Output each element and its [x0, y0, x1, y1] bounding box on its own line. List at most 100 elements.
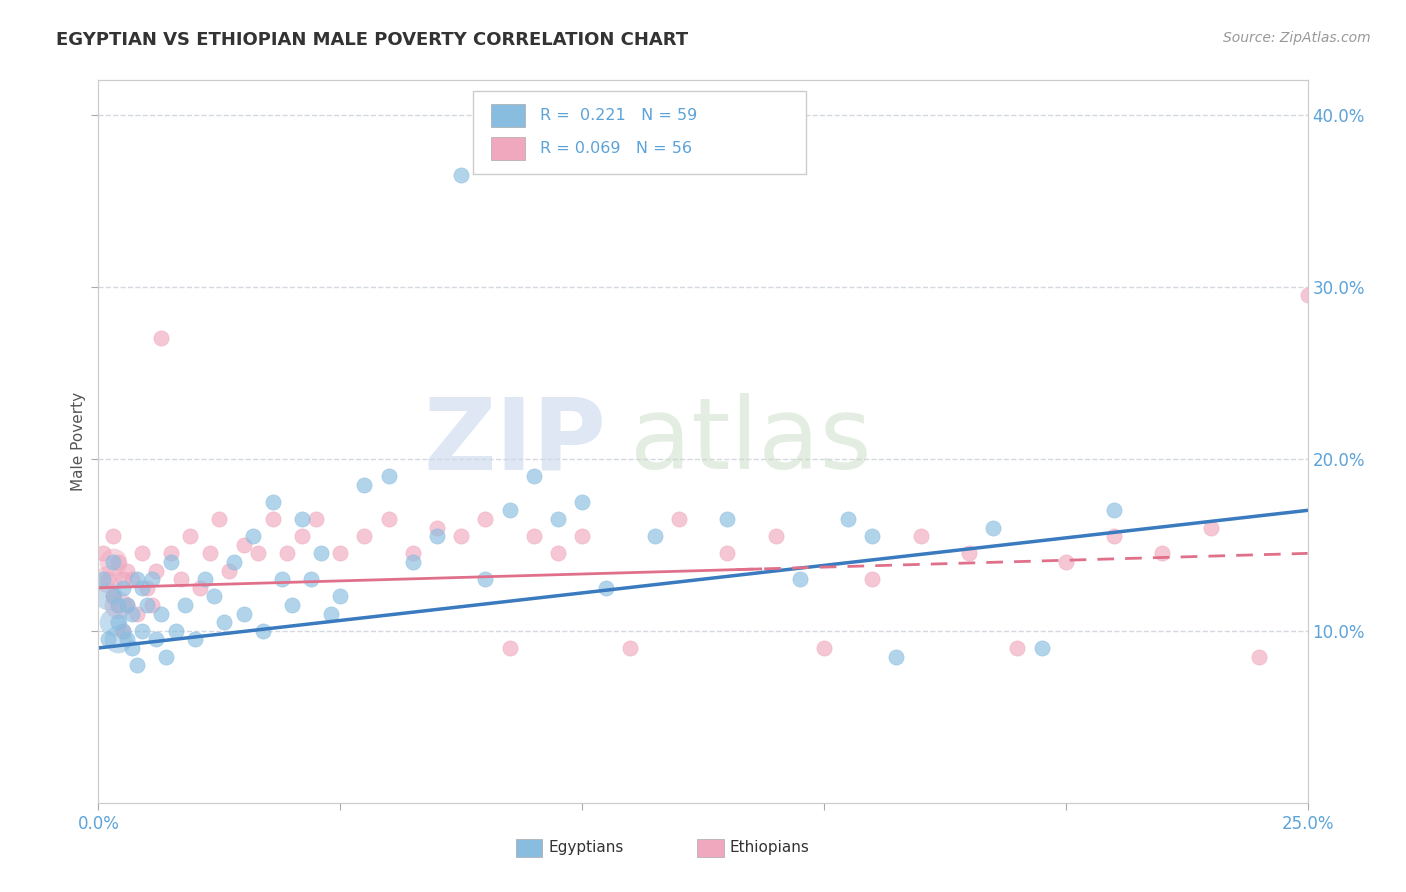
Point: [111, 624, 134, 638]
Point: [91, 572, 114, 586]
Point: [1054, 555, 1077, 569]
Point: [101, 555, 124, 569]
Point: [107, 598, 129, 612]
Point: [1102, 529, 1125, 543]
Point: [155, 649, 177, 664]
Point: [813, 640, 835, 655]
Point: [101, 590, 124, 604]
Point: [131, 581, 153, 595]
Point: [101, 529, 124, 543]
Point: [198, 546, 221, 560]
Point: [716, 546, 738, 560]
Point: [218, 564, 240, 578]
Point: [668, 512, 690, 526]
Point: [765, 529, 787, 543]
Point: [150, 607, 173, 621]
Point: [97, 572, 120, 586]
Point: [127, 572, 149, 586]
Point: [232, 538, 254, 552]
FancyBboxPatch shape: [492, 104, 526, 128]
Point: [402, 546, 425, 560]
Point: [1007, 640, 1029, 655]
Point: [1296, 288, 1319, 302]
Point: [716, 512, 738, 526]
Point: [111, 624, 134, 638]
Y-axis label: Male Poverty: Male Poverty: [70, 392, 86, 491]
Point: [262, 494, 284, 508]
Point: [1102, 503, 1125, 517]
Point: [204, 590, 226, 604]
Point: [1031, 640, 1053, 655]
Point: [141, 598, 163, 612]
Point: [131, 546, 153, 560]
Point: [595, 581, 617, 595]
Point: [837, 512, 859, 526]
Point: [644, 529, 666, 543]
Point: [121, 572, 143, 586]
Point: [97, 572, 120, 586]
Point: [1199, 520, 1222, 534]
Text: Egyptians: Egyptians: [548, 840, 624, 855]
Point: [789, 572, 811, 586]
Point: [329, 546, 352, 560]
Text: Source: ZipAtlas.com: Source: ZipAtlas.com: [1223, 31, 1371, 45]
Point: [377, 512, 399, 526]
Point: [305, 512, 328, 526]
Point: [426, 529, 449, 543]
Point: [860, 572, 883, 586]
Point: [450, 168, 472, 182]
Point: [117, 598, 139, 612]
Point: [886, 649, 908, 664]
Point: [145, 564, 167, 578]
Text: Ethiopians: Ethiopians: [730, 840, 810, 855]
Point: [169, 572, 191, 586]
Point: [184, 632, 207, 647]
Point: [910, 529, 932, 543]
Point: [329, 590, 352, 604]
Point: [377, 469, 399, 483]
Point: [232, 607, 254, 621]
Point: [222, 555, 245, 569]
Point: [299, 572, 322, 586]
FancyBboxPatch shape: [697, 838, 724, 857]
Point: [101, 555, 124, 569]
Point: [127, 607, 149, 621]
Point: [290, 512, 312, 526]
Point: [281, 598, 304, 612]
Point: [212, 615, 235, 630]
Point: [523, 469, 546, 483]
Point: [117, 564, 139, 578]
Point: [571, 494, 593, 508]
Point: [111, 581, 134, 595]
Point: [174, 598, 197, 612]
Point: [252, 624, 274, 638]
Point: [1152, 546, 1174, 560]
FancyBboxPatch shape: [492, 136, 526, 160]
Point: [353, 477, 375, 491]
Point: [107, 598, 129, 612]
Point: [97, 632, 120, 647]
Point: [145, 632, 167, 647]
Point: [402, 555, 425, 569]
Point: [141, 572, 163, 586]
Point: [860, 529, 883, 543]
Point: [498, 640, 520, 655]
Point: [107, 555, 129, 569]
FancyBboxPatch shape: [474, 91, 806, 174]
Point: [121, 607, 143, 621]
Point: [319, 607, 342, 621]
Point: [981, 520, 1004, 534]
Point: [450, 529, 472, 543]
Point: [121, 640, 143, 655]
Point: [111, 572, 134, 586]
Point: [619, 640, 641, 655]
Point: [353, 529, 375, 543]
Point: [117, 632, 139, 647]
Point: [276, 546, 298, 560]
Point: [498, 503, 520, 517]
Text: R =  0.221   N = 59: R = 0.221 N = 59: [540, 108, 697, 123]
Point: [131, 624, 153, 638]
FancyBboxPatch shape: [516, 838, 543, 857]
Point: [242, 529, 264, 543]
Point: [107, 632, 129, 647]
